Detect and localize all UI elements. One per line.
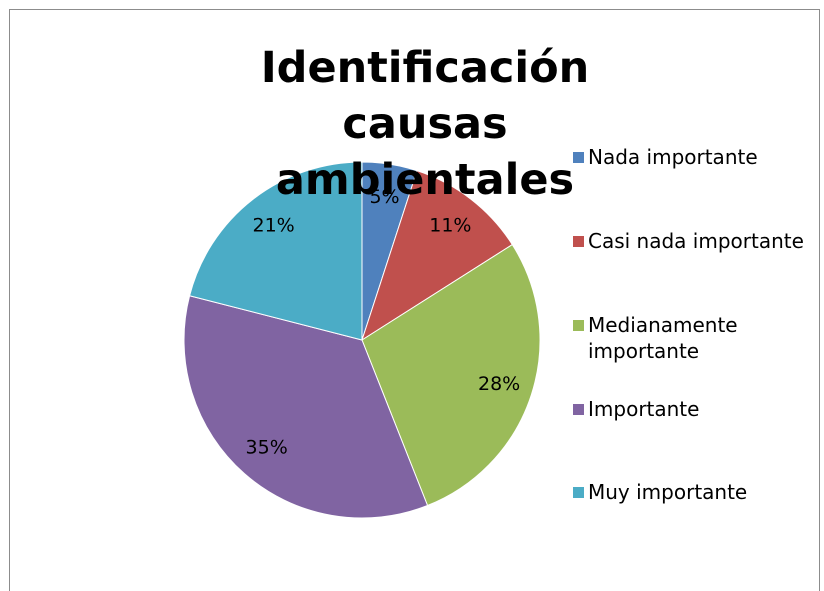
pie-slice xyxy=(361,243,541,507)
pie-slice xyxy=(183,295,429,519)
legend-label: Casi nada importante xyxy=(588,229,804,253)
legend-label: Muy importante xyxy=(588,480,748,504)
legend-swatch xyxy=(573,487,584,498)
data-label: 35% xyxy=(246,437,288,459)
legend-item: Nada importante xyxy=(573,144,818,170)
legend-label: Nada importante xyxy=(588,145,758,169)
legend-item: Muy importante xyxy=(573,479,818,505)
legend-swatch xyxy=(573,236,584,247)
legend-label: Medianamente importante xyxy=(588,313,738,363)
legend-swatch xyxy=(573,320,584,331)
legend-swatch xyxy=(573,152,584,163)
data-label: 21% xyxy=(253,215,295,237)
chart-title: Identificación causas ambientales xyxy=(260,43,590,205)
data-label: 11% xyxy=(429,215,471,237)
data-label: 5% xyxy=(369,186,399,208)
pie-slice xyxy=(361,170,513,342)
legend-label: Importante xyxy=(588,397,700,421)
legend-item: Importante xyxy=(573,396,818,422)
chart-frame xyxy=(9,9,820,591)
legend-item: Medianamente importante xyxy=(573,312,818,364)
data-label: 28% xyxy=(478,373,520,395)
legend-item: Casi nada importante xyxy=(573,228,818,254)
pie-slice xyxy=(188,161,363,341)
legend-swatch xyxy=(573,404,584,415)
